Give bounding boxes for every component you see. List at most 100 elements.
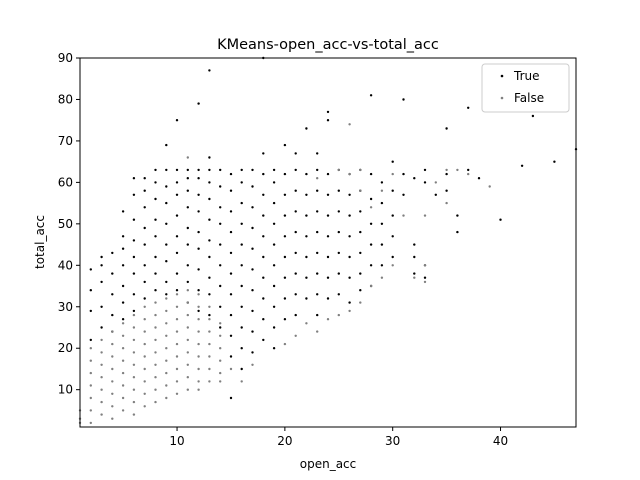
point-true-73 — [197, 168, 200, 172]
point-false-143 — [391, 172, 394, 176]
point-true-239 — [413, 255, 416, 259]
point-true-166 — [294, 251, 297, 255]
point-true-134 — [262, 193, 265, 196]
point-false-86 — [186, 388, 189, 391]
point-false-108 — [219, 380, 222, 383]
point-true-226 — [380, 222, 384, 225]
point-true-255 — [520, 164, 524, 167]
point-true-233 — [391, 255, 394, 259]
point-true-173 — [305, 214, 308, 217]
point-false-140 — [359, 168, 362, 172]
point-true-158 — [283, 276, 287, 279]
point-true-28 — [132, 309, 136, 313]
point-false-39 — [132, 388, 136, 391]
point-false-121 — [359, 301, 362, 304]
point-true-142 — [272, 168, 276, 172]
point-true-188 — [326, 119, 330, 122]
point-true-137 — [262, 255, 265, 259]
point-true-114 — [240, 222, 243, 225]
point-false-60 — [165, 297, 168, 300]
point-true-236 — [402, 193, 405, 196]
point-true-168 — [294, 293, 297, 296]
point-true-227 — [380, 243, 384, 246]
point-false-126 — [402, 214, 405, 217]
point-false-122 — [359, 189, 362, 192]
point-true-184 — [316, 272, 319, 275]
point-true-72 — [197, 102, 200, 105]
y-axis-label: total_acc — [33, 215, 47, 269]
point-true-141 — [262, 338, 265, 342]
point-true-237 — [413, 177, 416, 180]
point-false-117 — [326, 318, 330, 321]
point-true-124 — [251, 206, 254, 209]
point-true-144 — [272, 201, 276, 205]
y-tick-label: 50 — [58, 217, 73, 231]
x-tick-label: 40 — [493, 434, 508, 448]
point-true-172 — [305, 193, 308, 196]
x-tick-label: 10 — [169, 434, 184, 448]
point-true-91 — [208, 313, 211, 317]
point-true-171 — [305, 172, 308, 176]
point-true-190 — [326, 193, 330, 196]
point-false-37 — [132, 363, 136, 366]
point-true-220 — [369, 222, 373, 225]
point-true-9 — [111, 251, 114, 255]
point-false-102 — [208, 380, 211, 383]
point-false-74 — [175, 355, 179, 358]
legend-marker-true — [500, 74, 504, 78]
point-false-107 — [219, 371, 222, 375]
point-true-101 — [229, 172, 233, 176]
point-true-130 — [251, 330, 254, 333]
x-tick-label: 20 — [277, 434, 292, 448]
point-true-81 — [197, 309, 200, 313]
point-false-4 — [89, 359, 93, 362]
point-false-28 — [121, 359, 125, 362]
point-true-35 — [143, 280, 146, 284]
point-true-82 — [208, 69, 211, 72]
point-true-186 — [316, 313, 319, 317]
point-false-70 — [175, 305, 179, 308]
point-true-136 — [262, 235, 265, 238]
y-tick-label: 70 — [58, 134, 73, 148]
point-true-49 — [165, 222, 168, 225]
point-false-32 — [121, 409, 125, 412]
y-tick-label: 10 — [58, 383, 73, 397]
point-false-27 — [121, 347, 125, 350]
point-true-153 — [283, 172, 287, 176]
point-true-24 — [132, 239, 136, 242]
point-false-51 — [154, 301, 157, 304]
point-false-92 — [197, 355, 200, 358]
point-true-103 — [229, 210, 233, 213]
point-true-66 — [186, 206, 189, 209]
point-false-26 — [121, 334, 125, 337]
point-false-87 — [197, 293, 200, 296]
point-true-244 — [423, 276, 427, 279]
point-true-225 — [380, 201, 384, 205]
point-false-105 — [219, 347, 222, 350]
point-true-202 — [337, 293, 340, 296]
point-true-212 — [359, 210, 362, 213]
point-true-213 — [359, 230, 362, 234]
point-true-193 — [326, 255, 330, 259]
point-false-101 — [208, 367, 211, 371]
point-true-3 — [89, 338, 93, 342]
point-false-63 — [165, 334, 168, 337]
point-true-57 — [175, 193, 179, 196]
chart-title: KMeans-open_acc-vs-total_acc — [217, 37, 439, 53]
point-true-20 — [121, 318, 125, 321]
point-false-100 — [208, 355, 211, 358]
point-false-98 — [208, 330, 211, 333]
point-false-44 — [143, 330, 146, 333]
point-false-79 — [186, 301, 189, 304]
point-true-108 — [229, 313, 233, 317]
point-false-84 — [186, 363, 189, 366]
point-true-135 — [262, 214, 265, 217]
point-false-49 — [143, 392, 146, 395]
legend-label-true: True — [513, 69, 540, 83]
point-true-48 — [165, 201, 168, 205]
point-false-72 — [175, 330, 179, 333]
point-true-58 — [175, 214, 179, 217]
point-false-142 — [380, 189, 384, 192]
point-true-65 — [186, 189, 189, 192]
